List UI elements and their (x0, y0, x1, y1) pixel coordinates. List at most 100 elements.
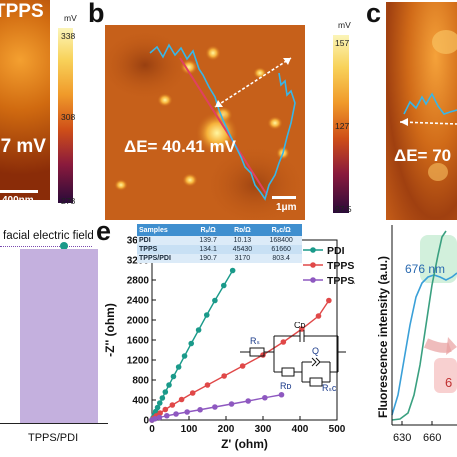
colorbar-a-min: 278 (61, 196, 76, 206)
table-header: Rₛᴄ/Ω (271, 227, 291, 234)
table-header: Samples (139, 226, 168, 234)
legend-marker (310, 262, 316, 268)
table-cell: 134.1 (199, 246, 217, 253)
x-tick-label: 200 (218, 424, 235, 435)
legend-marker (310, 277, 316, 283)
colorbar-unit-b: mV (338, 20, 351, 30)
delta-e-arrow (214, 57, 292, 108)
table-cell: PDI (139, 237, 151, 244)
y-tick-label: 400 (132, 396, 149, 407)
scale-bar-pdi (272, 196, 296, 199)
afm-image-pdi (105, 25, 305, 220)
data-point (239, 363, 246, 369)
data-point (262, 394, 268, 401)
data-point (156, 400, 163, 406)
panel-d-title: facial electric field (3, 230, 94, 242)
data-point (162, 406, 169, 413)
table-cell: 3170 (234, 255, 251, 262)
afm-surface-pdi (105, 25, 305, 220)
table-header: Rᴅ/Ω (234, 226, 251, 234)
data-point (181, 353, 188, 359)
data-point (175, 364, 182, 370)
colorbar-b-max: 157 (335, 38, 350, 48)
data-point (315, 313, 322, 319)
panel-letter-e: e (96, 216, 112, 246)
table-row: PDI 139.7 10.13 168400 (137, 236, 302, 245)
data-point (228, 401, 235, 407)
sample-label-tpps: TPPS (0, 1, 44, 22)
table-cell: 190.7 (199, 255, 217, 262)
x-tick-label: 300 (255, 424, 272, 435)
panel-f-green-box (420, 235, 457, 283)
legend-marker (310, 247, 316, 253)
data-point (204, 382, 211, 388)
panel-f-annotation-2: 6 (445, 375, 453, 390)
x-tick-label: 500 (329, 424, 346, 435)
data-point (188, 340, 195, 347)
potential-profile-curve (149, 43, 296, 201)
colorbar-unit-a: mV (64, 13, 77, 23)
sample-label-pdi: PDI (281, 8, 312, 28)
colorbar-b-mid: 127 (335, 121, 350, 131)
data-point (278, 391, 285, 398)
afm-image-tpps (0, 0, 50, 200)
panel-f-xtick-630: 630 (393, 432, 412, 444)
data-point (245, 398, 251, 404)
colorbar-b (333, 35, 349, 213)
table-row: TPPS/PDI 190.7 3170 803.4 (137, 254, 302, 263)
panel-d-dotted-line (0, 246, 92, 247)
data-point (178, 396, 185, 403)
panel-d-xtick: TPPS/PDI (28, 432, 79, 444)
colorbar-a-max: 338 (61, 31, 76, 41)
table-cell: 168400 (269, 237, 293, 244)
delta-e-label-tpps: 07 mV (0, 136, 46, 157)
data-point (280, 339, 287, 345)
delta-e-label-pdi: ΔE= 40.41 mV (124, 137, 236, 156)
x-tick-label: 100 (181, 424, 198, 435)
legend-label: TPPS/PDI (327, 275, 355, 287)
data-point (162, 389, 169, 395)
data-point (212, 404, 218, 410)
table-cell: 45430 (232, 246, 253, 253)
legend-label: TPPS (327, 260, 354, 272)
y-tick-label: 2000 (127, 316, 150, 327)
data-point (229, 267, 236, 274)
circuit-label-rd: Rᴅ (280, 381, 291, 391)
x-axis-label: Z' (ohm) (221, 437, 268, 451)
data-point (164, 412, 170, 419)
data-point (170, 373, 177, 380)
data-point (169, 402, 176, 408)
colorbar-a-mid: 308 (61, 112, 76, 122)
scale-bar-label-tpps: 400nm (2, 195, 34, 206)
legend-label: PDI (327, 245, 345, 257)
data-point (166, 382, 172, 388)
data-point (157, 410, 163, 416)
data-point (220, 282, 227, 289)
afm-image-tpps-pdi (386, 2, 457, 220)
panel-letter-b: b (88, 0, 105, 28)
panel-d-bar (20, 249, 98, 424)
colorbar-a (58, 28, 73, 203)
x-tick-label: 400 (292, 424, 309, 435)
data-point (195, 327, 202, 333)
circuit-label-rsc: Rₛᴄ (322, 383, 337, 392)
y-tick-label: 2800 (127, 276, 150, 287)
panel-d-marker (60, 242, 68, 250)
y-axis-label: -Z'' (ohm) (105, 303, 117, 357)
circuit-label-cd: Cᴅ (294, 322, 305, 330)
potential-profile-curve-c (403, 92, 457, 115)
table-cell: 10.13 (233, 237, 252, 244)
circuit-label-rs: Rₛ (250, 336, 260, 346)
table-cell: 61660 (271, 246, 291, 253)
impedance-table: Samples Rₛ/Ω Rᴅ/Ω Rₛᴄ/Ω PDI 139.7 10.13 … (137, 224, 302, 263)
y-tick-label: 0 (143, 416, 149, 427)
scale-bar-label-pdi: 1μm (276, 202, 297, 213)
panel-letter-c: c (366, 0, 382, 28)
panel-f-red-box (434, 358, 457, 393)
panel-f-xtick-660: 660 (423, 432, 442, 444)
fluorescence-curve-green (391, 230, 447, 421)
table-cell: TPPS/PDI (139, 255, 171, 262)
data-point (184, 409, 190, 415)
colorbar-b-min: 97.5 (335, 204, 352, 214)
panel-d-axis (0, 423, 108, 424)
